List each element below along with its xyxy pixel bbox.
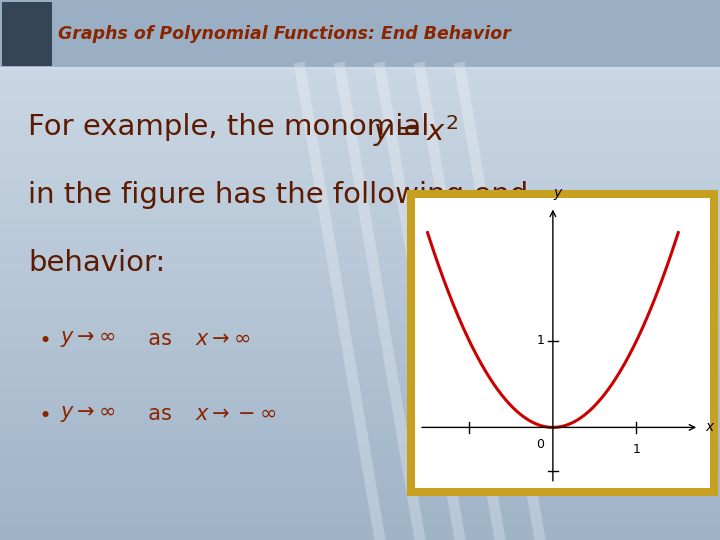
Text: $y \rightarrow \infty$: $y \rightarrow \infty$ — [60, 329, 116, 349]
Text: $y$: $y$ — [552, 187, 563, 202]
Text: behavior:: behavior: — [28, 249, 166, 277]
Text: $x \rightarrow \infty$: $x \rightarrow \infty$ — [195, 329, 251, 349]
Text: $x$: $x$ — [705, 421, 716, 434]
Text: $y \rightarrow \infty$: $y \rightarrow \infty$ — [60, 404, 116, 424]
Text: 0: 0 — [536, 438, 544, 451]
Text: 1: 1 — [536, 334, 544, 347]
Bar — [0, 0, 720, 68]
Text: $\bullet$: $\bullet$ — [38, 329, 50, 349]
Bar — [2, 2, 52, 66]
Text: in the figure has the following end: in the figure has the following end — [28, 181, 528, 209]
Text: For example, the monomial: For example, the monomial — [28, 113, 438, 141]
Text: $x \rightarrow -\infty$: $x \rightarrow -\infty$ — [195, 404, 276, 424]
Text: 1: 1 — [633, 443, 640, 456]
Text: Graphs of Polynomial Functions: End Behavior: Graphs of Polynomial Functions: End Beha… — [58, 25, 511, 43]
Bar — [407, 190, 718, 496]
Text: $\bullet$: $\bullet$ — [38, 404, 50, 424]
Text: as: as — [135, 329, 185, 349]
Bar — [415, 198, 710, 488]
Text: $y = x^2$: $y = x^2$ — [373, 113, 458, 149]
Text: as: as — [135, 404, 185, 424]
